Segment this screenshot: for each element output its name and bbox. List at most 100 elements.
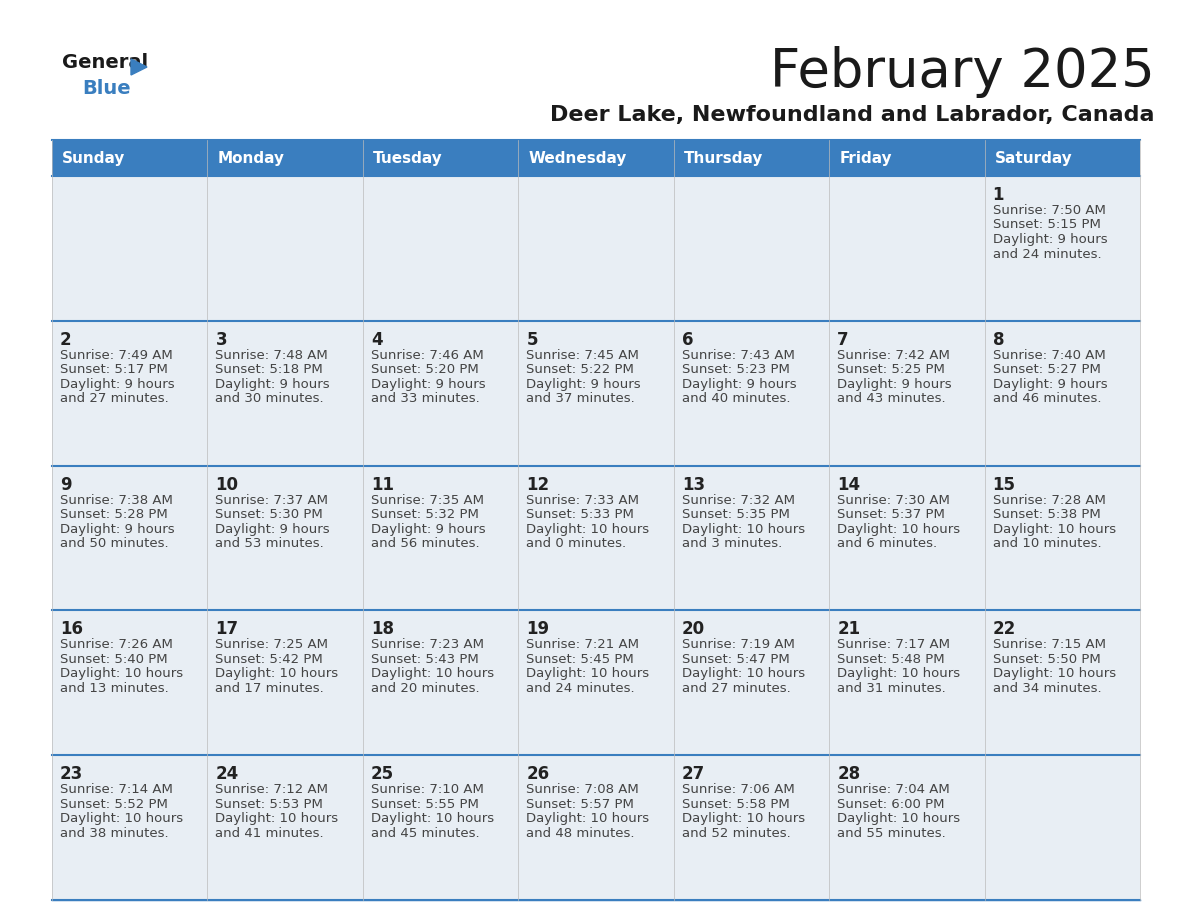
Bar [362, 610, 518, 756]
Text: and 3 minutes.: and 3 minutes. [682, 537, 782, 550]
Text: Sunrise: 7:04 AM: Sunrise: 7:04 AM [838, 783, 950, 796]
Text: Sunset: 5:47 PM: Sunset: 5:47 PM [682, 653, 790, 666]
Text: 18: 18 [371, 621, 394, 638]
Text: 23: 23 [61, 766, 83, 783]
Text: and 17 minutes.: and 17 minutes. [215, 682, 324, 695]
Text: Daylight: 9 hours: Daylight: 9 hours [682, 378, 796, 391]
Text: Daylight: 10 hours: Daylight: 10 hours [838, 812, 960, 825]
Bar [518, 140, 674, 176]
Bar [829, 610, 985, 756]
Text: Sunset: 5:42 PM: Sunset: 5:42 PM [215, 653, 323, 666]
Text: Sunrise: 7:33 AM: Sunrise: 7:33 AM [526, 494, 639, 507]
Text: 25: 25 [371, 766, 394, 783]
Text: Sunset: 5:48 PM: Sunset: 5:48 PM [838, 653, 944, 666]
Text: Daylight: 10 hours: Daylight: 10 hours [992, 522, 1116, 535]
Text: Sunrise: 7:15 AM: Sunrise: 7:15 AM [992, 638, 1106, 652]
Text: Sunrise: 7:50 AM: Sunrise: 7:50 AM [992, 204, 1106, 217]
Text: Sunrise: 7:40 AM: Sunrise: 7:40 AM [992, 349, 1105, 362]
Text: Sunrise: 7:38 AM: Sunrise: 7:38 AM [61, 494, 173, 507]
Text: Sunset: 5:55 PM: Sunset: 5:55 PM [371, 798, 479, 811]
Bar [208, 176, 362, 320]
Text: Sunset: 5:53 PM: Sunset: 5:53 PM [215, 798, 323, 811]
Bar [362, 465, 518, 610]
Text: 3: 3 [215, 330, 227, 349]
Text: Sunrise: 7:32 AM: Sunrise: 7:32 AM [682, 494, 795, 507]
Text: and 13 minutes.: and 13 minutes. [61, 682, 169, 695]
Bar [518, 756, 674, 900]
Text: 20: 20 [682, 621, 704, 638]
Polygon shape [131, 59, 147, 75]
Text: 17: 17 [215, 621, 239, 638]
Bar [674, 756, 829, 900]
Text: Sunset: 5:28 PM: Sunset: 5:28 PM [61, 508, 168, 521]
Text: and 20 minutes.: and 20 minutes. [371, 682, 480, 695]
Text: Sunrise: 7:26 AM: Sunrise: 7:26 AM [61, 638, 173, 652]
Text: 11: 11 [371, 476, 394, 494]
Text: Daylight: 9 hours: Daylight: 9 hours [371, 522, 486, 535]
Bar [208, 756, 362, 900]
Text: and 45 minutes.: and 45 minutes. [371, 827, 480, 840]
Text: Sunday: Sunday [62, 151, 126, 165]
Text: 27: 27 [682, 766, 704, 783]
Text: Sunrise: 7:17 AM: Sunrise: 7:17 AM [838, 638, 950, 652]
Text: and 55 minutes.: and 55 minutes. [838, 827, 946, 840]
Text: 10: 10 [215, 476, 239, 494]
Text: and 48 minutes.: and 48 minutes. [526, 827, 634, 840]
Text: Sunset: 5:38 PM: Sunset: 5:38 PM [992, 508, 1100, 521]
Bar [985, 176, 1140, 320]
Bar [985, 140, 1140, 176]
Text: and 24 minutes.: and 24 minutes. [992, 248, 1101, 261]
Text: Sunset: 5:43 PM: Sunset: 5:43 PM [371, 653, 479, 666]
Text: Sunset: 5:30 PM: Sunset: 5:30 PM [215, 508, 323, 521]
Text: Sunset: 5:37 PM: Sunset: 5:37 PM [838, 508, 944, 521]
Text: Sunrise: 7:37 AM: Sunrise: 7:37 AM [215, 494, 328, 507]
Bar [985, 320, 1140, 465]
Text: and 30 minutes.: and 30 minutes. [215, 392, 324, 406]
Text: 1: 1 [992, 186, 1004, 204]
Text: Sunrise: 7:30 AM: Sunrise: 7:30 AM [838, 494, 950, 507]
Bar [362, 320, 518, 465]
Text: Daylight: 9 hours: Daylight: 9 hours [371, 378, 486, 391]
Text: Sunset: 5:15 PM: Sunset: 5:15 PM [992, 218, 1100, 231]
Text: Daylight: 10 hours: Daylight: 10 hours [215, 667, 339, 680]
Text: Sunset: 5:25 PM: Sunset: 5:25 PM [838, 364, 944, 376]
Text: Daylight: 9 hours: Daylight: 9 hours [61, 378, 175, 391]
Bar [829, 176, 985, 320]
Text: Sunrise: 7:28 AM: Sunrise: 7:28 AM [992, 494, 1106, 507]
Text: 19: 19 [526, 621, 549, 638]
Text: Sunrise: 7:06 AM: Sunrise: 7:06 AM [682, 783, 795, 796]
Bar [674, 320, 829, 465]
Text: 22: 22 [992, 621, 1016, 638]
Text: Daylight: 9 hours: Daylight: 9 hours [838, 378, 952, 391]
Text: Sunrise: 7:25 AM: Sunrise: 7:25 AM [215, 638, 328, 652]
Text: Sunset: 5:23 PM: Sunset: 5:23 PM [682, 364, 790, 376]
Text: Sunset: 5:33 PM: Sunset: 5:33 PM [526, 508, 634, 521]
Text: 26: 26 [526, 766, 549, 783]
Text: Sunrise: 7:43 AM: Sunrise: 7:43 AM [682, 349, 795, 362]
Text: Sunset: 5:18 PM: Sunset: 5:18 PM [215, 364, 323, 376]
Text: 15: 15 [992, 476, 1016, 494]
Text: Sunrise: 7:35 AM: Sunrise: 7:35 AM [371, 494, 484, 507]
Bar [518, 465, 674, 610]
Text: Daylight: 10 hours: Daylight: 10 hours [992, 667, 1116, 680]
Bar [985, 465, 1140, 610]
Text: Sunrise: 7:10 AM: Sunrise: 7:10 AM [371, 783, 484, 796]
Text: 2: 2 [61, 330, 71, 349]
Text: and 46 minutes.: and 46 minutes. [992, 392, 1101, 406]
Text: Sunset: 5:52 PM: Sunset: 5:52 PM [61, 798, 168, 811]
Text: Sunset: 5:22 PM: Sunset: 5:22 PM [526, 364, 634, 376]
Text: Sunset: 5:27 PM: Sunset: 5:27 PM [992, 364, 1100, 376]
Bar [829, 465, 985, 610]
Text: and 10 minutes.: and 10 minutes. [992, 537, 1101, 550]
Text: Daylight: 10 hours: Daylight: 10 hours [682, 667, 804, 680]
Text: Sunset: 5:58 PM: Sunset: 5:58 PM [682, 798, 790, 811]
Text: 9: 9 [61, 476, 71, 494]
Text: Daylight: 10 hours: Daylight: 10 hours [682, 522, 804, 535]
Bar [518, 176, 674, 320]
Text: Daylight: 10 hours: Daylight: 10 hours [838, 522, 960, 535]
Bar [985, 610, 1140, 756]
Text: 24: 24 [215, 766, 239, 783]
Bar [208, 610, 362, 756]
Text: and 43 minutes.: and 43 minutes. [838, 392, 946, 406]
Text: Sunset: 5:32 PM: Sunset: 5:32 PM [371, 508, 479, 521]
